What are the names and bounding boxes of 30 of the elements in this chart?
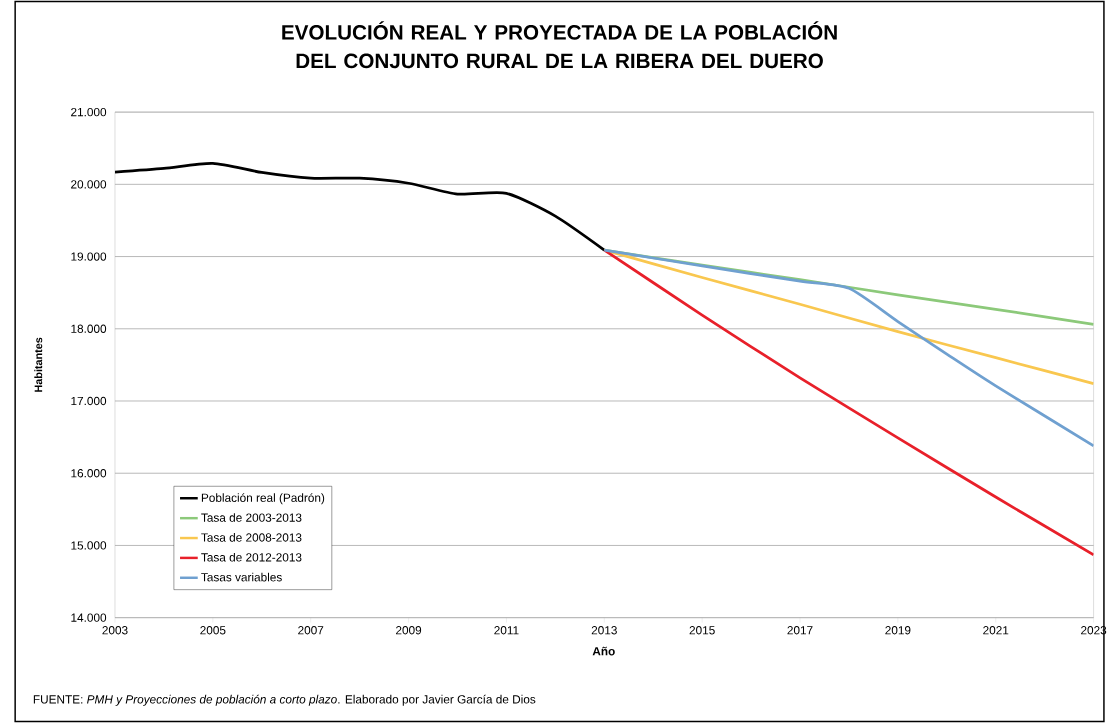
source-note: FUENTE: PMH y Proyecciones de población a corto plazo. Elaborado por Javier García de Dios: [33, 694, 536, 706]
y-tick-label: 16.000: [71, 469, 107, 478]
line-series: [602, 248, 1094, 557]
y-tick-label: 21.000: [71, 107, 107, 117]
x-tick-label: 2009: [396, 626, 422, 635]
legend-label: Tasas variables: [201, 572, 282, 582]
x-tick-label: 2021: [983, 626, 1009, 635]
x-tick-label: 2005: [200, 626, 226, 635]
y-tick-label: 17.000: [71, 396, 107, 406]
y-tick-label: 19.000: [71, 252, 107, 261]
y-tick-label: 20.000: [71, 180, 107, 189]
line-series: [114, 162, 606, 252]
x-tick-label: 2003: [102, 626, 128, 635]
y-axis-title: Habitantes: [34, 337, 43, 392]
line-series: [602, 248, 1094, 448]
legend-label: Tasa de 2003-2013: [201, 513, 302, 522]
x-axis-title: Año: [592, 646, 615, 656]
legend-label: Tasa de 2008-2013: [201, 533, 302, 542]
x-tick-label: 2013: [591, 626, 617, 635]
y-tick-label: 15.000: [71, 541, 107, 550]
y-tick-label: 18.000: [71, 324, 107, 333]
legend-label: Población real (Padrón): [201, 493, 325, 505]
legend-label: Tasa de 2012-2013: [201, 552, 302, 562]
x-tick-label: 2011: [494, 626, 519, 635]
y-tick-label: 14.000: [71, 613, 107, 622]
x-tick-label: 2017: [787, 626, 813, 635]
x-tick-label: 2015: [689, 626, 715, 635]
chart-title: EVOLUCIÓN REAL Y PROYECTADA DE LA POBLACIÓN DEL CONJUNTO RURAL DE LA RIBERA DEL DUERO: [282, 21, 837, 69]
x-tick-label: 2007: [298, 626, 324, 635]
x-tick-label: 2019: [885, 626, 911, 635]
